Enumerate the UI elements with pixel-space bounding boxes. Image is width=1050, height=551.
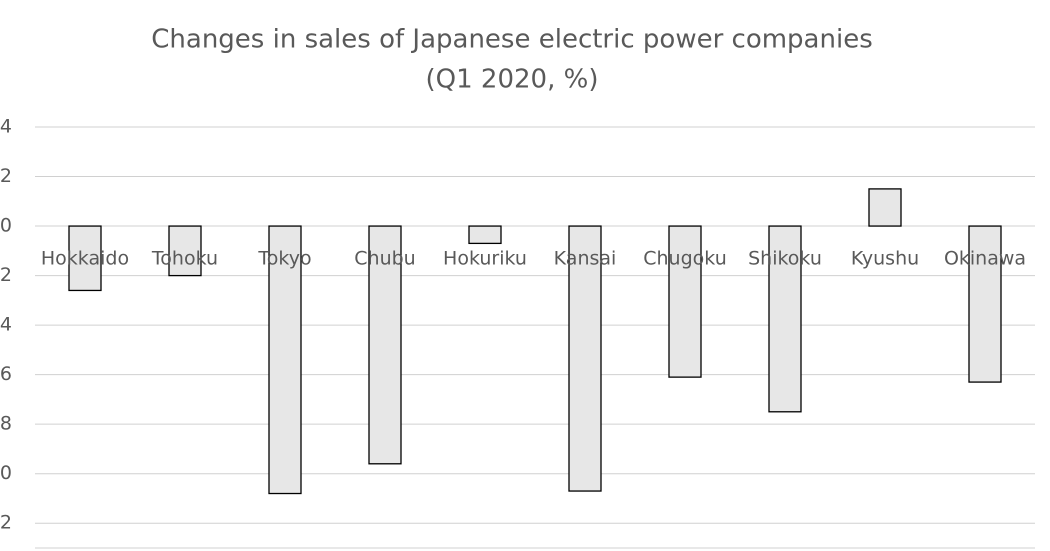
bar <box>368 225 402 465</box>
x-tick-label: Tokyo <box>257 248 311 270</box>
chart-title: Changes in sales of Japanese electric po… <box>151 25 873 55</box>
y-tick-label: 0 <box>0 215 12 237</box>
bar <box>68 225 102 292</box>
x-tick-label: Chugoku <box>643 248 727 270</box>
bar <box>468 225 502 245</box>
y-tick-label: 8 <box>0 413 12 435</box>
y-tick-label: 6 <box>0 363 12 385</box>
y-tick-label: 2 <box>0 264 12 286</box>
y-tick-label: 2 <box>0 512 12 534</box>
bar <box>568 225 602 492</box>
bar <box>968 225 1002 383</box>
chart-subtitle: (Q1 2020, %) <box>426 65 599 95</box>
y-tick-label: 2 <box>0 165 12 187</box>
x-tick-label: Kyushu <box>851 248 919 270</box>
x-tick-label: Hokkaido <box>41 248 129 270</box>
y-tick-label: 0 <box>0 462 12 484</box>
bar <box>768 225 802 413</box>
x-tick-label: Okinawa <box>944 248 1026 270</box>
bar <box>668 225 702 378</box>
x-tick-label: Shikoku <box>748 248 822 270</box>
y-tick-label: 4 <box>0 116 12 138</box>
y-tick-label: 4 <box>0 314 12 336</box>
x-tick-label: Tohoku <box>151 248 218 270</box>
bar <box>868 188 902 227</box>
x-tick-label: Hokuriku <box>443 248 527 270</box>
x-tick-label: Chubu <box>354 248 415 270</box>
bar <box>168 225 202 277</box>
x-tick-label: Kansai <box>554 248 617 270</box>
bar <box>268 225 302 495</box>
